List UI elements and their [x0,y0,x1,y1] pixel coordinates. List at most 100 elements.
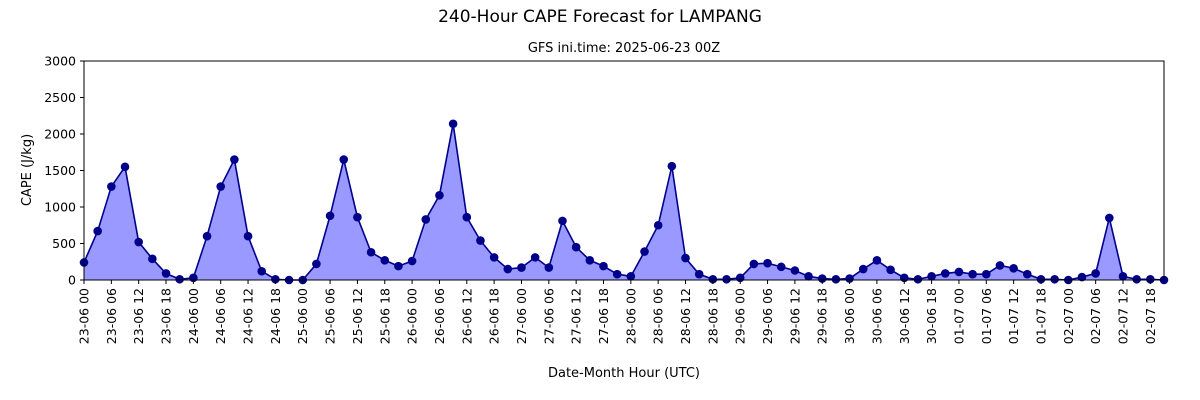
x-tick-label: 26-06 00 [405,288,420,344]
cape-data-point [749,259,759,269]
cape-data-point [1091,269,1100,278]
cape-data-point [421,215,431,224]
cape-data-point [558,216,567,226]
x-tick-label: 26-06 06 [432,288,447,344]
x-tick-label: 01-07 00 [951,288,966,344]
y-tick-label: 2500 [44,90,76,105]
cape-data-point [148,254,157,264]
x-tick-label: 27-06 18 [596,288,611,344]
cape-data-point [271,274,280,284]
plot-frame [83,60,1165,281]
x-tick-label: 25-06 00 [295,288,310,344]
cape-data-point [544,263,554,272]
cape-data-point [394,261,403,271]
x-tick-label: 28-06 12 [678,288,693,344]
chart-title: 240-Hour CAPE Forecast for LAMPANG [438,7,762,27]
cape-data-point [913,274,923,284]
cape-data-point [339,155,349,164]
cape-data-point [954,267,964,277]
cape-data-point [1105,213,1114,223]
x-tick-label: 25-06 06 [323,288,338,344]
cape-data-point [120,162,130,172]
x-tick-label: 29-06 06 [760,288,775,344]
chart-subtitle: GFS ini.time: 2025-06-23 00Z [528,41,720,56]
x-tick-label: 01-07 06 [979,288,994,344]
x-axis: 23-06 00 23-06 06 23-06 12 23-06 18 24-06 00… [77,280,1158,344]
cape-data-point [1022,269,1032,279]
cape-data-point [407,256,417,266]
cape-data-point [817,274,827,283]
y-tick-label: 500 [52,236,76,251]
x-tick-label: 24-06 12 [241,288,256,344]
x-tick-label: 23-06 06 [104,288,119,344]
cape-data-point [107,182,116,191]
cape-data-point [530,253,540,262]
cape-data-point [667,161,677,171]
cape-data-point [981,269,991,279]
cape-data-point [462,212,472,222]
cape-data-point [1009,264,1018,273]
cape-data-point [489,253,499,262]
cape-data-point [503,264,513,274]
x-tick-label: 23-06 00 [77,288,92,344]
x-tick-label: 29-06 12 [787,288,802,344]
x-tick-label: 02-07 18 [1143,288,1158,344]
x-tick-label: 23-06 12 [131,288,146,344]
x-tick-label: 29-06 18 [815,288,830,344]
x-tick-label: 28-06 18 [705,288,720,344]
cape-data-point [886,265,895,275]
x-tick-label: 26-06 12 [459,288,474,344]
cape-data-point [640,247,649,256]
cape-data-point [872,255,882,265]
cape-data-point [708,274,718,284]
y-axis-label: CAPE (J/kg) [20,134,35,206]
cape-data-point [312,259,321,269]
cape-data-point [243,231,253,241]
cape-data-point [1050,274,1059,284]
cape-data-point [1077,272,1087,282]
x-tick-label: 02-07 00 [1061,288,1076,344]
x-axis-label: Date-Month Hour (UTC) [548,366,700,381]
y-tick-label: 2000 [44,127,76,142]
cape-area-fill [84,123,1164,280]
cape-data-point [353,212,362,222]
x-tick-label: 27-06 00 [514,288,529,344]
x-tick-label: 30-06 18 [924,288,939,344]
cape-data-point [476,236,485,245]
x-tick-label: 27-06 12 [569,288,584,344]
cape-data-point [927,272,936,281]
plot-area [79,119,1169,285]
cape-data-point [257,266,267,276]
cape-data-point [585,255,595,265]
cape-data-point [1118,272,1128,281]
x-tick-label: 24-06 00 [186,288,201,344]
cape-data-point [134,237,143,247]
y-tick-label: 3000 [44,54,76,69]
cape-data-point [940,269,950,278]
x-tick-label: 24-06 18 [268,288,283,344]
cape-data-point [435,191,444,200]
y-axis: 0 500 1000 1500 2000 2500 3000 [44,54,84,288]
cape-data-point [366,247,376,257]
cape-data-point [804,272,813,281]
cape-data-point [216,182,226,191]
x-tick-label: 01-07 18 [1033,288,1048,344]
cape-data-point [653,220,663,230]
cape-data-point [858,264,868,274]
cape-data-point [776,262,786,272]
cape-data-point [1132,274,1141,284]
cape-data-point [571,242,581,252]
cape-data-point [325,211,335,221]
cape-data-point [681,253,690,263]
cape-data-point [175,274,184,284]
cape-data-point [448,119,458,129]
cape-data-point [380,255,390,265]
x-tick-label: 23-06 18 [159,288,174,344]
x-tick-label: 30-06 12 [897,288,912,344]
cape-data-point [790,266,800,275]
x-tick-label: 01-07 12 [1006,288,1021,344]
x-tick-label: 28-06 06 [651,288,666,344]
cape-data-point [161,269,171,278]
x-tick-label: 25-06 12 [350,288,365,344]
